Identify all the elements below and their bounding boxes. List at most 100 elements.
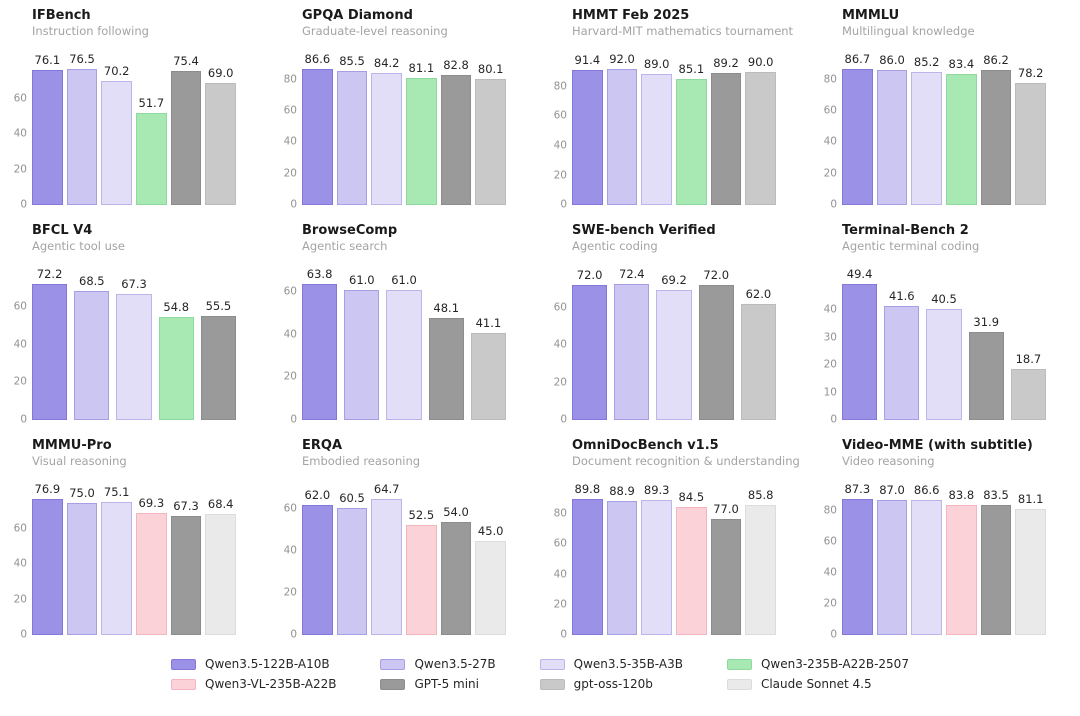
chart-title: BFCL V4 xyxy=(32,223,93,238)
bar-group: 84.2 xyxy=(371,45,403,205)
bar-Qwen3.5-122B-A10B xyxy=(572,70,603,205)
bar-value-label: 54.8 xyxy=(163,300,190,315)
y-tick-label: 0 xyxy=(290,628,297,641)
legend-swatch-icon xyxy=(726,678,752,690)
legend-swatch-icon xyxy=(539,658,565,670)
bar-Qwen3.5-35B-A3B xyxy=(911,500,943,635)
bar-group: 83.4 xyxy=(946,45,977,205)
y-tick-label: 60 xyxy=(553,537,567,550)
bar-group: 86.2 xyxy=(980,45,1012,205)
bar-GPT-5 mini xyxy=(710,518,742,635)
bar-value-label: 83.5 xyxy=(983,488,1009,503)
y-tick-label: 60 xyxy=(283,104,297,117)
y-tick-label: 0 xyxy=(830,628,837,641)
bar-value-label: 89.3 xyxy=(643,483,670,498)
legend-label: Qwen3.5-27B xyxy=(414,657,496,671)
y-axis: 0 20 40 60 xyxy=(6,45,32,210)
y-tick-label: 40 xyxy=(13,338,27,351)
bar-group: 68.5 xyxy=(74,260,110,420)
bar-value-label: 84.2 xyxy=(373,56,400,71)
bar-Qwen3.5-35B-A3B xyxy=(911,71,943,205)
legend-label: Qwen3-235B-A22B-2507 xyxy=(760,657,909,671)
bar-group: 51.7 xyxy=(136,45,167,205)
y-axis: 0 20 40 60 80 xyxy=(276,45,302,210)
y-axis: 0 20 40 60 xyxy=(276,260,302,425)
bar-gpt-oss-120b xyxy=(745,72,777,205)
bar-gpt-oss-120b xyxy=(1015,82,1047,205)
bar-Qwen3.5-35B-A3B xyxy=(641,500,673,635)
bar-value-label: 41.1 xyxy=(475,315,502,330)
bar-group: 86.6 xyxy=(302,45,333,205)
bar-value-label: 85.8 xyxy=(747,488,774,503)
chart-cell-3: HMMT Feb 2025 Harvard-MIT mathematics to… xyxy=(540,0,810,215)
y-tick-label: 0 xyxy=(20,413,27,426)
bar-Claude Sonnet 4.5 xyxy=(1015,508,1047,635)
bar-GPT-5 mini xyxy=(710,73,742,205)
y-tick-label: 20 xyxy=(283,370,297,383)
chart-body: 0 20 40 60 76.9 75.0 75.1 69.3 67.3 68.4 xyxy=(6,475,262,640)
chart-title: Terminal-Bench 2 xyxy=(842,223,969,238)
bar-group: 80.1 xyxy=(475,45,507,205)
bar-value-label: 86.0 xyxy=(879,53,905,68)
y-tick-label: 20 xyxy=(553,169,567,181)
y-axis: 0 20 40 60 xyxy=(6,260,32,425)
bar-value-label: 72.0 xyxy=(576,268,603,283)
y-axis: 0 20 40 60 xyxy=(6,475,32,640)
bar-Qwen3.5-35B-A3B xyxy=(656,290,692,420)
bar-group: 85.2 xyxy=(911,45,943,205)
bar-group: 75.0 xyxy=(66,475,98,635)
bar-GPT-5 mini xyxy=(170,71,202,205)
y-tick-label: 80 xyxy=(283,73,297,86)
y-tick-label: 0 xyxy=(20,198,27,211)
bar-Qwen3-235B-A22B-2507 xyxy=(946,74,977,205)
y-axis: 0 20 40 60 80 xyxy=(546,45,572,210)
bar-value-label: 86.2 xyxy=(983,53,1009,68)
bar-group: 69.0 xyxy=(205,45,237,205)
bar-group: 69.2 xyxy=(656,260,692,420)
bar-Qwen3.5-27B xyxy=(884,305,920,420)
bar-value-label: 45.0 xyxy=(477,523,504,538)
chart-body: 0 20 40 60 63.8 61.0 61.0 48.1 41.1 xyxy=(276,260,532,425)
bar-value-label: 69.2 xyxy=(661,273,687,288)
legend-label: gpt-oss-120b xyxy=(573,677,653,691)
bar-value-label: 63.8 xyxy=(306,267,333,282)
bar-Qwen3.5-35B-A3B xyxy=(116,293,152,420)
y-axis: 0 20 40 60 80 xyxy=(816,475,842,640)
legend-item-Qwen3-235B-A22B-2507: Qwen3-235B-A22B-2507 xyxy=(726,657,909,671)
legend-swatch-icon xyxy=(171,678,197,690)
plot-area: 86.6 85.5 84.2 81.1 82.8 80.1 xyxy=(302,45,507,205)
bar-group: 81.1 xyxy=(1015,475,1047,635)
y-tick-label: 20 xyxy=(823,597,837,610)
bar-value-label: 72.0 xyxy=(703,268,730,283)
bar-value-label: 41.6 xyxy=(889,288,915,303)
y-tick-label: 20 xyxy=(823,358,837,371)
bar-group: 81.1 xyxy=(406,45,437,205)
bar-group: 69.3 xyxy=(136,475,167,635)
bar-group: 49.4 xyxy=(842,260,878,420)
chart-subtitle: Harvard-MIT mathematics tournament xyxy=(572,24,794,38)
bar-value-label: 67.3 xyxy=(121,276,147,291)
bar-Qwen3.5-122B-A10B xyxy=(842,499,873,635)
bar-group: 60.5 xyxy=(336,475,368,635)
y-tick-label: 0 xyxy=(290,198,297,211)
bar-value-label: 54.0 xyxy=(443,504,469,519)
bar-Qwen3.5-35B-A3B xyxy=(641,73,673,205)
bar-group: 87.3 xyxy=(842,475,873,635)
bar-Qwen3.5-27B xyxy=(876,499,908,635)
bar-Qwen3.5-27B xyxy=(66,502,98,635)
chart-body: 0 10 20 30 40 49.4 41.6 40.5 31.9 18.7 xyxy=(816,260,1072,425)
bar-value-label: 81.1 xyxy=(408,60,435,75)
chart-title: ERQA xyxy=(302,438,343,453)
bar-group: 90.0 xyxy=(745,45,777,205)
bar-group: 83.8 xyxy=(946,475,977,635)
y-tick-label: 40 xyxy=(823,566,837,579)
plot-area: 87.3 87.0 86.6 83.8 83.5 81.1 xyxy=(842,475,1047,635)
bar-group: 72.2 xyxy=(32,260,68,420)
legend-item-Qwen3.5-122B-A10B: Qwen3.5-122B-A10B xyxy=(171,657,336,671)
bar-value-label: 76.1 xyxy=(34,53,61,68)
legend-item-GPT-5 mini: GPT-5 mini xyxy=(380,677,495,691)
y-tick-label: 40 xyxy=(283,544,297,557)
bar-Qwen3-235B-A22B-2507 xyxy=(406,77,437,205)
bar-group: 45.0 xyxy=(475,475,507,635)
y-tick-label: 0 xyxy=(560,198,567,211)
